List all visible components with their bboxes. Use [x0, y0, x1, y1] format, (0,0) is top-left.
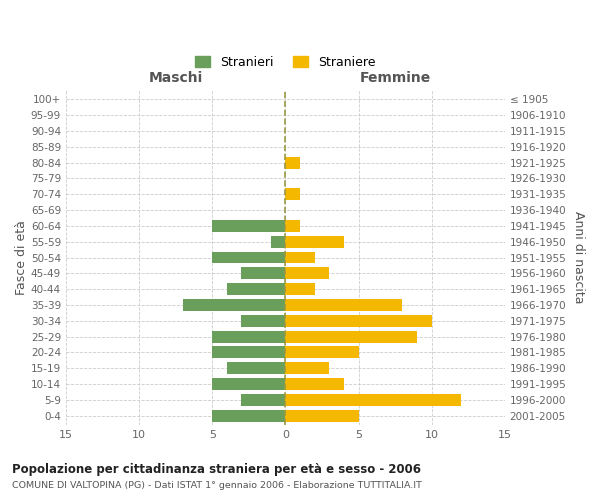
Text: Maschi: Maschi — [149, 71, 203, 85]
Bar — [286, 283, 314, 295]
Bar — [286, 252, 314, 264]
Y-axis label: Fasce di età: Fasce di età — [15, 220, 28, 295]
Legend: Stranieri, Straniere: Stranieri, Straniere — [196, 56, 375, 69]
Bar — [212, 378, 286, 390]
Bar — [286, 268, 329, 280]
Bar — [227, 362, 286, 374]
Bar — [286, 220, 300, 232]
Bar — [286, 378, 344, 390]
Bar — [227, 283, 286, 295]
Bar — [286, 346, 359, 358]
Bar — [241, 394, 286, 406]
Bar — [286, 236, 344, 248]
Bar — [212, 252, 286, 264]
Bar — [271, 236, 286, 248]
Bar — [212, 410, 286, 422]
Text: Femmine: Femmine — [359, 71, 431, 85]
Bar — [183, 299, 286, 311]
Bar — [286, 394, 461, 406]
Y-axis label: Anni di nascita: Anni di nascita — [572, 212, 585, 304]
Bar — [286, 299, 403, 311]
Bar — [286, 362, 329, 374]
Text: Popolazione per cittadinanza straniera per età e sesso - 2006: Popolazione per cittadinanza straniera p… — [12, 462, 421, 475]
Text: COMUNE DI VALTOPINA (PG) - Dati ISTAT 1° gennaio 2006 - Elaborazione TUTTITALIA.: COMUNE DI VALTOPINA (PG) - Dati ISTAT 1°… — [12, 481, 422, 490]
Bar — [212, 346, 286, 358]
Bar — [286, 188, 300, 200]
Bar — [212, 330, 286, 342]
Bar — [212, 220, 286, 232]
Bar — [286, 330, 417, 342]
Bar — [241, 268, 286, 280]
Bar — [241, 315, 286, 326]
Bar — [286, 315, 431, 326]
Bar — [286, 157, 300, 168]
Bar — [286, 410, 359, 422]
